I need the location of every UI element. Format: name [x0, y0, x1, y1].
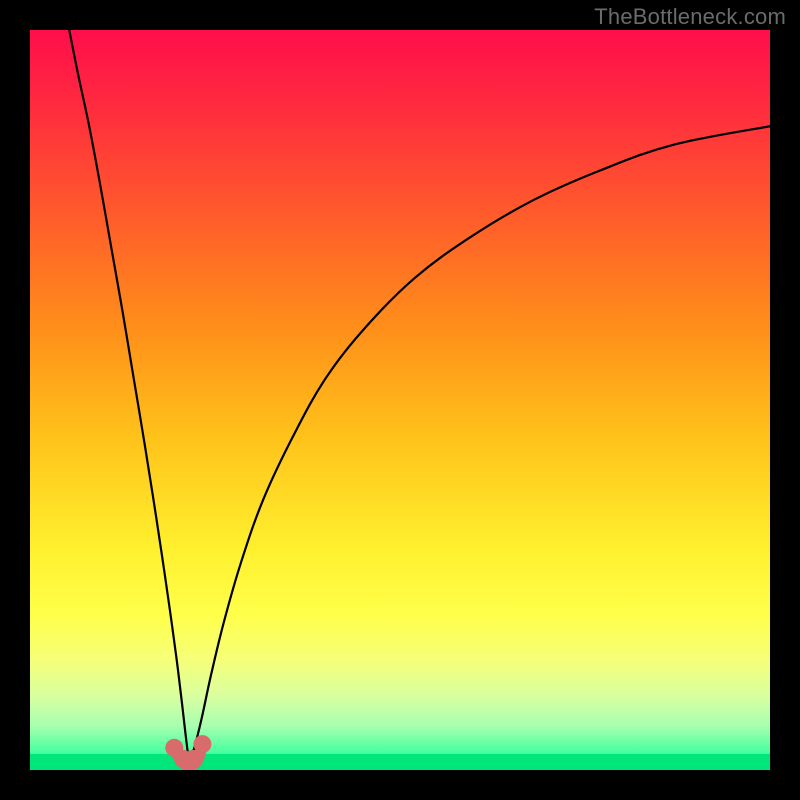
curve-markers	[165, 735, 211, 768]
marker-dot	[193, 735, 211, 753]
plot-frame	[30, 30, 770, 770]
curve-right-branch	[189, 126, 770, 762]
watermark-text: TheBottleneck.com	[594, 4, 786, 30]
marker-dot	[184, 750, 202, 768]
curve-layer	[30, 30, 770, 770]
curve-left-branch	[69, 30, 189, 763]
